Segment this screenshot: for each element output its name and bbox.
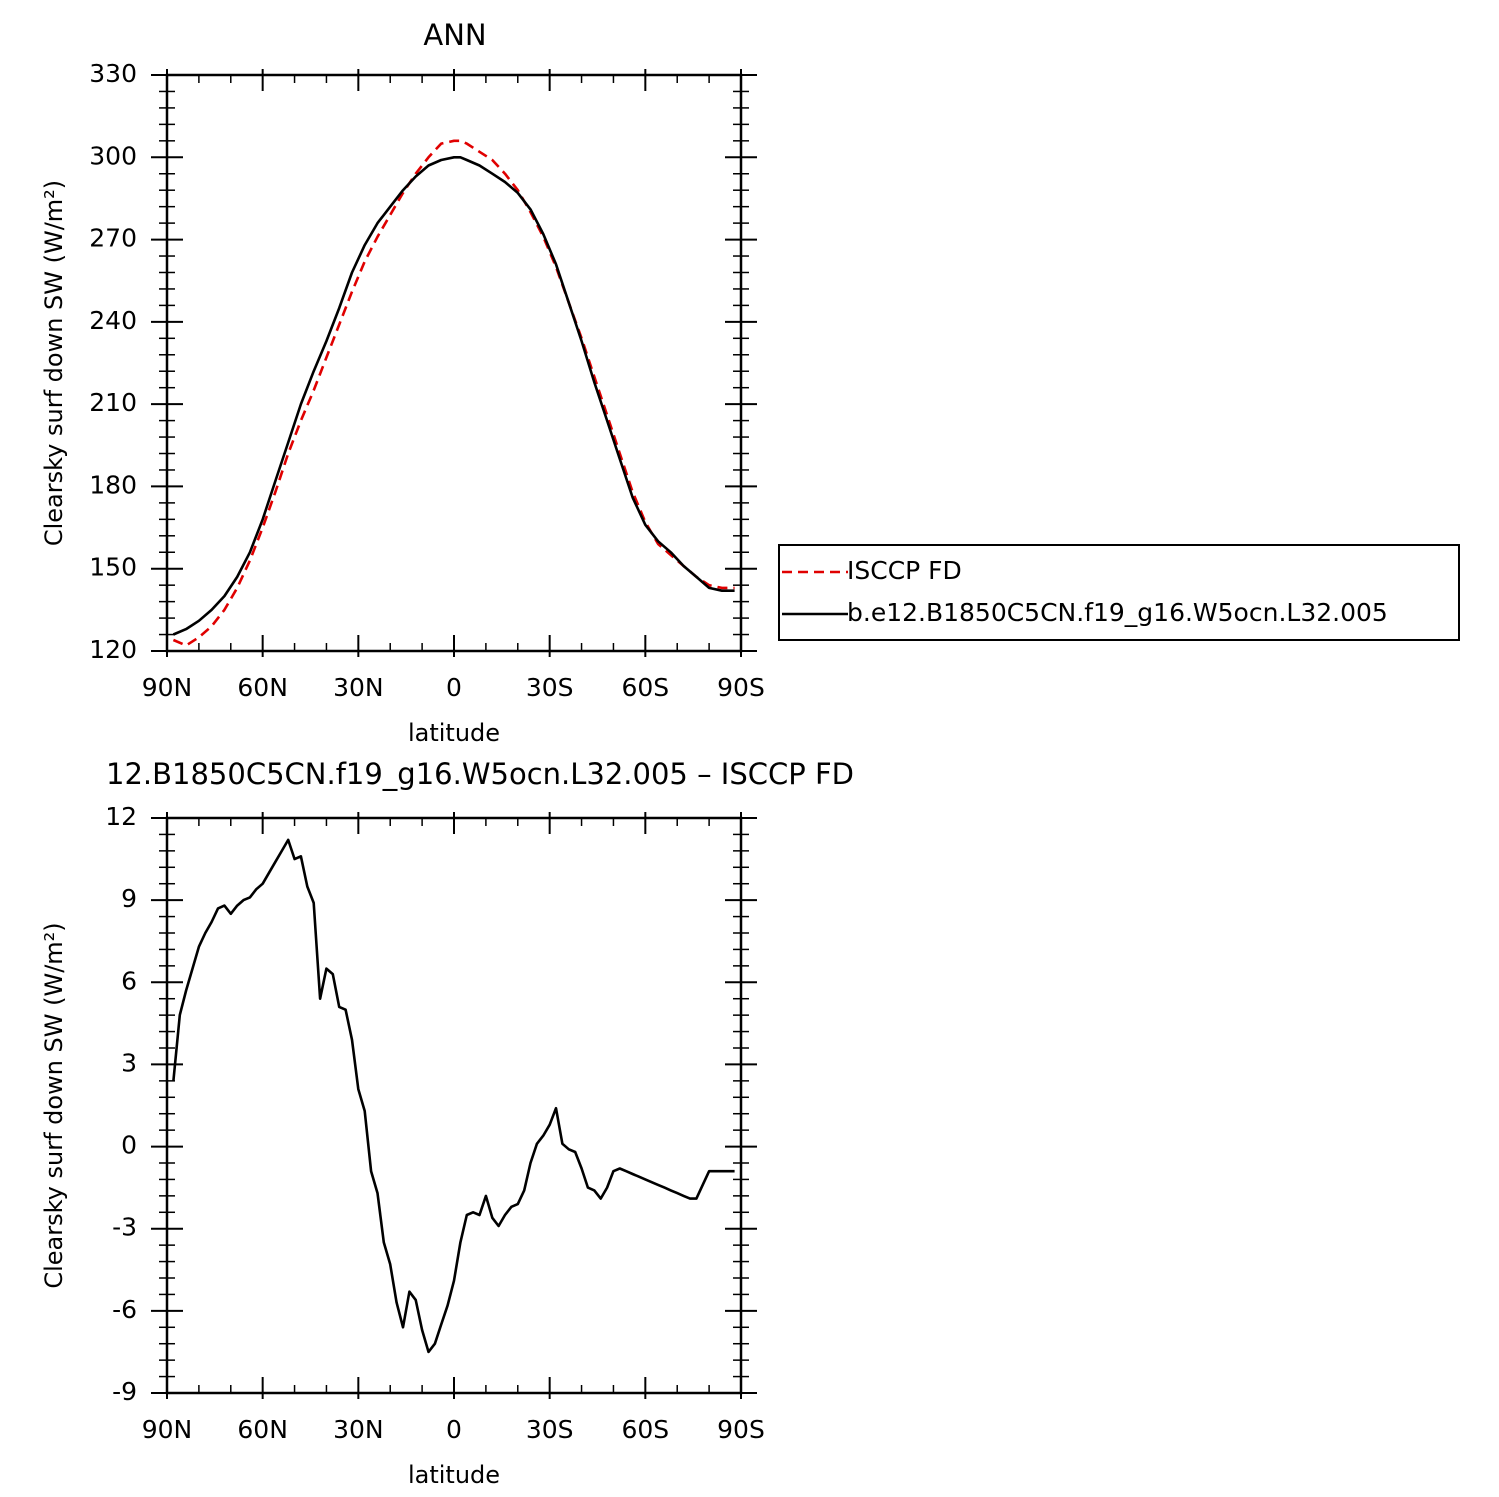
chart-title: 12.B1850C5CN.f19_g16.W5ocn.L32.005 – ISC… <box>106 757 854 791</box>
y-tick-label: -9 <box>112 1377 137 1406</box>
x-tick-label: 60S <box>621 1415 669 1444</box>
y-tick-label: 120 <box>89 635 137 664</box>
y-tick-label: 300 <box>89 141 137 170</box>
series-line-0 <box>172 838 735 1354</box>
y-tick-label: 180 <box>89 470 137 499</box>
x-axis-title: latitude <box>408 1461 500 1489</box>
x-tick-label: 90S <box>717 673 765 702</box>
y-tick-label: 150 <box>89 553 137 582</box>
y-tick-label: -3 <box>112 1213 137 1242</box>
bottom-panel: 12.B1850C5CN.f19_g16.W5ocn.L32.005 – ISC… <box>40 757 854 1489</box>
x-tick-label: 60N <box>237 673 288 702</box>
legend-box <box>778 544 1460 641</box>
y-tick-label: 270 <box>89 224 137 253</box>
x-tick-label: 90S <box>717 1415 765 1444</box>
y-tick-label: 240 <box>89 306 137 335</box>
y-tick-label: 330 <box>89 59 137 88</box>
y-tick-label: -6 <box>112 1295 137 1324</box>
x-tick-label: 30N <box>333 1415 384 1444</box>
legend-label-1: b.e12.B1850C5CN.f19_g16.W5ocn.L32.005 <box>847 598 1388 627</box>
x-tick-label: 0 <box>446 673 462 702</box>
y-tick-label: 9 <box>121 884 137 913</box>
y-tick-label: 6 <box>121 966 137 995</box>
x-axis-title: latitude <box>408 719 500 747</box>
y-axis-title: Clearsky surf down SW (W/m²) <box>40 922 68 1288</box>
x-tick-label: 60N <box>237 1415 288 1444</box>
x-tick-label: 90N <box>142 673 193 702</box>
y-tick-label: 3 <box>121 1048 137 1077</box>
plot-frame <box>165 73 743 653</box>
x-tick-label: 30S <box>526 1415 574 1444</box>
y-tick-label: 0 <box>121 1131 137 1160</box>
series-line-0 <box>172 139 735 647</box>
y-axis-title: Clearsky surf down SW (W/m²) <box>40 180 68 546</box>
x-tick-label: 30N <box>333 673 384 702</box>
y-tick-label: 12 <box>105 802 137 831</box>
series-line-1 <box>172 156 735 636</box>
x-tick-label: 0 <box>446 1415 462 1444</box>
x-tick-label: 90N <box>142 1415 193 1444</box>
top-panel: ANN 120 150 180 210 240 270 300 330 90N 60N 30N 0 30S… <box>40 18 765 747</box>
x-tick-label: 30S <box>526 673 574 702</box>
legend-label-0: ISCCP FD <box>847 556 962 585</box>
y-tick-label: 210 <box>89 388 137 417</box>
legend: ISCCP FD b.e12.B1850C5CN.f19_g16.W5ocn.L3… <box>778 544 1460 641</box>
plot-frame <box>165 816 743 1395</box>
chart-title: ANN <box>423 18 486 52</box>
x-tick-label: 60S <box>621 673 669 702</box>
